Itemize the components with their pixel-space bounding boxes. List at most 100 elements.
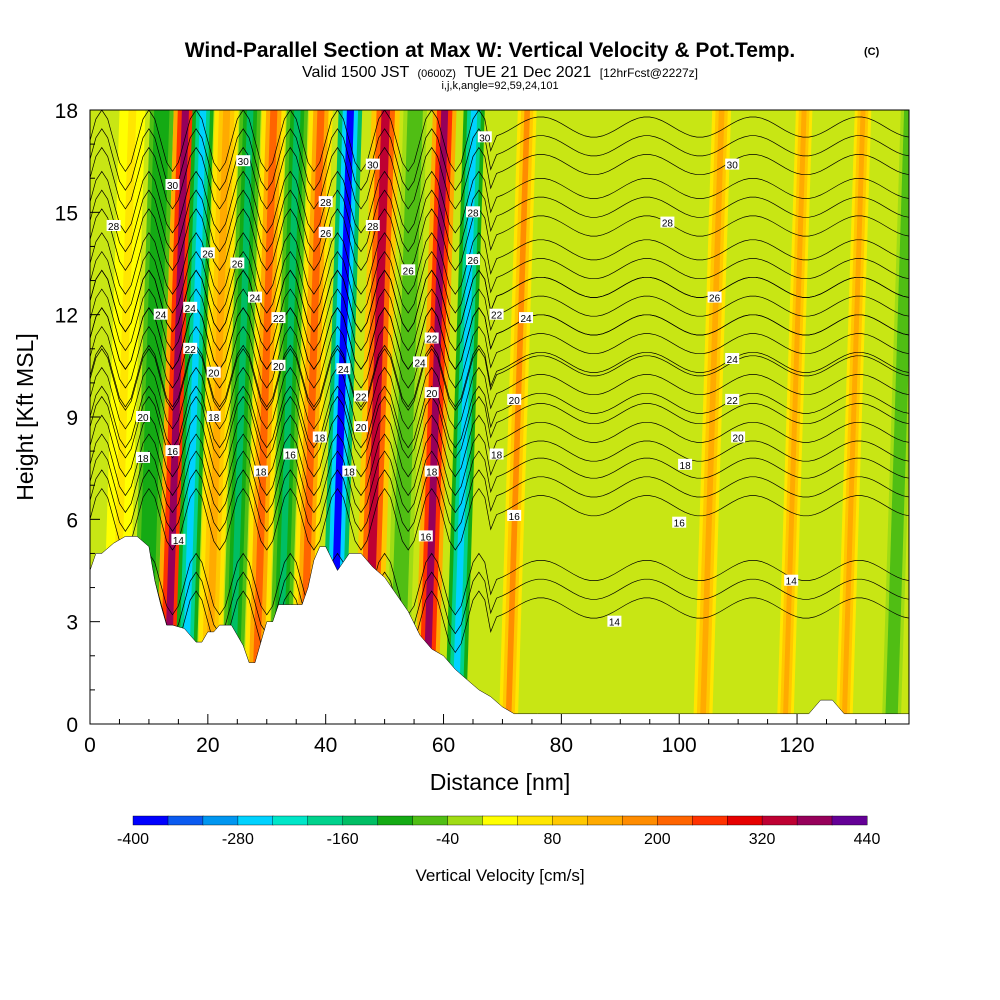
colorbar-swatch — [132, 815, 169, 826]
velocity-band — [181, 110, 207, 724]
y-tick-label: 6 — [66, 509, 78, 532]
isentrope-label: 18 — [312, 431, 327, 445]
isentrope-label-text: 28 — [662, 219, 674, 230]
isentrope-label: 26 — [200, 247, 215, 260]
isentrope-label: 16 — [672, 516, 687, 530]
chart-title: Wind-Parallel Section at Max W: Vertical… — [185, 39, 796, 62]
colorbar-swatch — [622, 815, 658, 826]
isentrope-label-text: 22 — [727, 396, 739, 407]
isentrope-label-text: 30 — [727, 161, 739, 172]
isentrope-label: 24 — [153, 308, 168, 322]
x-tick-label: 100 — [662, 734, 697, 757]
isentrope-line — [90, 366, 909, 430]
isentrope-label-text: 20 — [355, 423, 367, 434]
x-tick-label: 120 — [780, 734, 815, 757]
isentrope-label-bg — [318, 226, 333, 238]
isentrope-label-text: 24 — [338, 365, 350, 376]
isentrope-label-text: 22 — [491, 311, 503, 322]
colorbar-tick-label: -160 — [327, 831, 359, 848]
colorbar-tick-label: 80 — [544, 831, 562, 848]
title-mark: (C) — [864, 46, 880, 58]
isentrope-label-bg — [607, 615, 622, 627]
isentrope-label-text: 26 — [232, 260, 244, 271]
isentrope-line — [90, 128, 909, 191]
isentrope-label: 14 — [607, 615, 622, 629]
isentrope-label: 30 — [165, 179, 180, 192]
isentrope-label-text: 22 — [426, 335, 438, 346]
y-tick-label: 15 — [55, 202, 78, 225]
isentrope-label: 16 — [507, 509, 522, 523]
velocity-band — [163, 110, 189, 724]
valid-date: TUE 21 Dec 2021 — [464, 64, 591, 81]
isentrope-label-text: 18 — [680, 461, 692, 472]
isentrope-label: 30 — [365, 158, 380, 172]
isentrope-label: 28 — [365, 220, 380, 233]
isentrope-label-bg — [424, 465, 439, 477]
colorbar-swatch — [517, 815, 553, 826]
colorbar-tick-label: -280 — [222, 831, 254, 848]
isentrope-label: 20 — [424, 387, 439, 400]
isentrope-label-text: 24 — [155, 311, 167, 322]
isentrope-label-text: 18 — [314, 434, 326, 445]
isentrope-label-text: 18 — [491, 451, 503, 462]
velocity-band — [841, 110, 866, 724]
velocity-band — [888, 110, 909, 724]
isentrope-line — [90, 269, 909, 333]
isentrope-label-text: 28 — [108, 222, 120, 233]
colorbar-swatch — [482, 815, 518, 826]
isentrope-label-bg — [519, 312, 533, 324]
isentrope-label-bg — [106, 220, 121, 231]
velocity-band — [228, 110, 254, 724]
colorbar-swatch — [692, 815, 728, 826]
isentrope-label-bg — [183, 342, 198, 354]
isentrope-label-text: 28 — [467, 208, 479, 219]
colorbar-label: Vertical Velocity [cm/s] — [415, 866, 584, 885]
isentrope-label-bg — [230, 257, 245, 269]
valid-time: Valid 1500 JST — [302, 64, 410, 81]
isentrope-label: 18 — [678, 458, 693, 472]
isentrope-label: 20 — [354, 421, 368, 434]
isentrope-line — [90, 307, 909, 370]
velocity-field — [100, 110, 909, 724]
isentrope-line — [90, 385, 909, 449]
isentrope-label: 18 — [489, 448, 504, 462]
colorbar-swatch — [796, 815, 833, 826]
isentrope-label-bg — [165, 445, 180, 457]
isentrope-label: 30 — [236, 155, 251, 168]
isentrope-label-bg — [365, 220, 380, 231]
isentrope-label-bg — [206, 366, 221, 378]
isentrope-label-bg — [424, 387, 439, 399]
isentrope-label-text: 20 — [273, 362, 285, 373]
isentrope-label: 22 — [489, 308, 504, 322]
isentrope-label: 14 — [784, 574, 799, 588]
isentrope-label-bg — [725, 158, 740, 170]
isentrope-label-bg — [413, 356, 427, 368]
colorbar-tick-label: 200 — [644, 831, 671, 848]
isentrope-line — [90, 414, 909, 478]
y-tick-label: 0 — [66, 714, 78, 737]
isentrope-label-bg — [312, 431, 327, 443]
isentrope-label-text: 20 — [426, 389, 438, 400]
isentrope-label-bg — [477, 131, 492, 143]
isentrope-label-bg — [424, 332, 439, 344]
isentrope-label-bg — [731, 431, 746, 443]
isentrope-label-bg — [271, 359, 286, 371]
y-tick-label: 9 — [66, 407, 78, 430]
isentrope-label-bg — [784, 574, 799, 586]
isentrope-label-bg — [660, 216, 675, 228]
forecast-info: [12hrFcst@2227z] — [600, 66, 698, 80]
isentrope-label-bg — [136, 451, 150, 463]
isentrope-label-text: 20 — [509, 396, 521, 407]
isentrope-label: 14 — [171, 533, 186, 547]
isentrope-label-text: 30 — [479, 133, 491, 144]
isentrope-label-text: 24 — [414, 358, 426, 369]
colorbar-swatch — [377, 815, 414, 826]
isentrope-label-bg — [678, 458, 693, 470]
isentrope-label-text: 18 — [255, 468, 267, 479]
isentrope-label-bg — [489, 308, 504, 320]
isentrope-label-bg — [336, 363, 351, 375]
isentrope-label: 20 — [206, 366, 221, 380]
isentrope-line — [90, 110, 909, 173]
isentrope-label-bg — [253, 465, 268, 477]
